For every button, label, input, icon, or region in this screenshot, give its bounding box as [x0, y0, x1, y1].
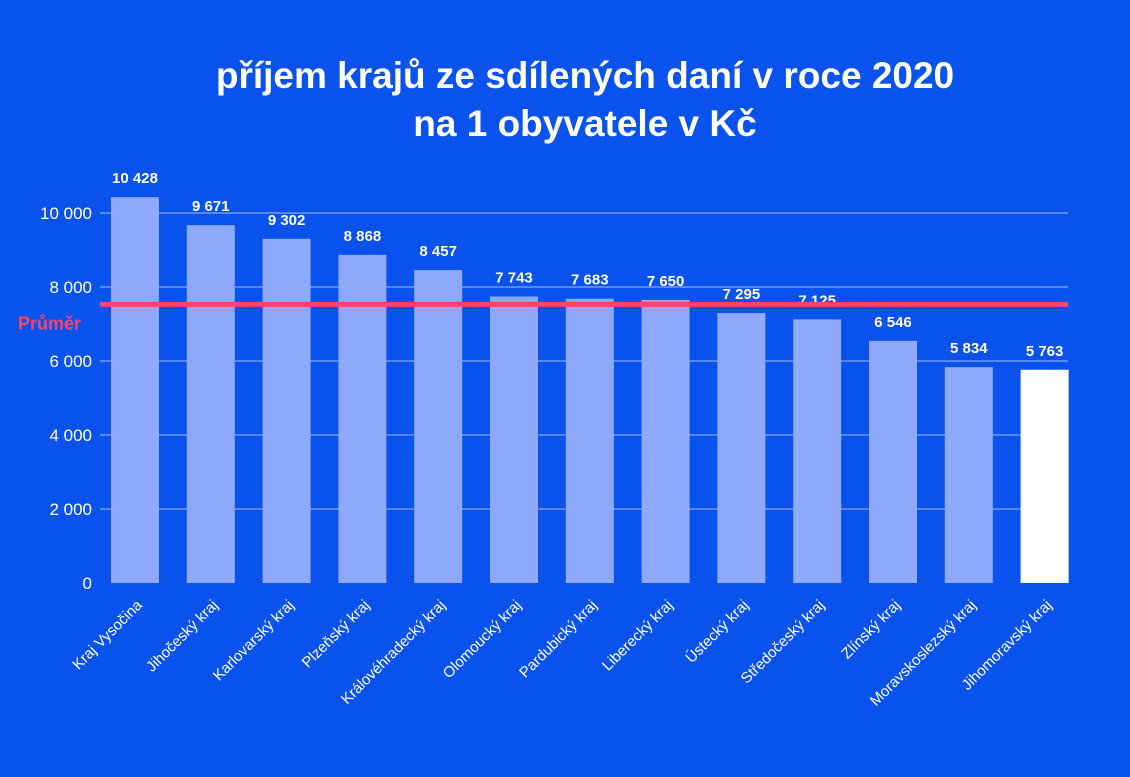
category-label: Karlovarský kraj [210, 597, 297, 684]
value-label: 7 295 [723, 286, 761, 303]
chart-title: příjem krajů ze sdílených daní v roce 20… [0, 52, 1130, 148]
category-label: Ústecký kraj [682, 597, 752, 667]
value-label: 7 683 [571, 272, 609, 289]
category-label: Plzeňský kraj [299, 597, 374, 672]
value-label: 7 743 [495, 270, 533, 287]
bar [565, 298, 614, 583]
value-label: 8 457 [419, 243, 457, 260]
value-label: 7 650 [647, 273, 685, 290]
category-label: Středočeský kraj [738, 597, 828, 687]
bar [262, 238, 311, 584]
bar [338, 254, 387, 583]
chart-title-line-2: na 1 obyvatele v Kč [413, 103, 757, 144]
value-label: 5 763 [1026, 343, 1064, 360]
bar [869, 340, 917, 583]
bar [1020, 369, 1069, 583]
value-label: 8 868 [344, 228, 382, 245]
y-tick-label: 0 [83, 574, 92, 593]
average-label: Průměr [18, 313, 81, 333]
y-tick-label: 4 000 [49, 426, 92, 445]
bar [490, 296, 538, 583]
category-label: Kraj Vysočina [69, 596, 146, 673]
value-label: 5 834 [950, 340, 988, 357]
value-label: 9 671 [192, 198, 230, 215]
y-tick-label: 10 000 [40, 204, 92, 223]
category-label: Liberecký kraj [599, 597, 676, 674]
category-label: Pardubický kraj [516, 597, 601, 682]
y-tick-label: 8 000 [49, 278, 92, 297]
chart-title-line-1: příjem krajů ze sdílených daní v roce 20… [215, 55, 955, 96]
y-tick-label: 2 000 [49, 500, 92, 519]
category-label: Olomoucký kraj [440, 597, 525, 682]
value-label: 6 546 [874, 314, 912, 331]
bar [793, 319, 842, 583]
value-label: 9 302 [268, 212, 306, 229]
bar [111, 197, 159, 583]
value-label: 10 428 [112, 170, 158, 187]
category-label: Jihočeský kraj [143, 597, 222, 676]
y-tick-label: 6 000 [49, 352, 92, 371]
bar [186, 225, 235, 583]
bar [414, 270, 463, 583]
bar [641, 299, 690, 583]
category-label: Zlínský kraj [838, 597, 904, 663]
bar [944, 367, 993, 583]
bar [717, 313, 766, 583]
